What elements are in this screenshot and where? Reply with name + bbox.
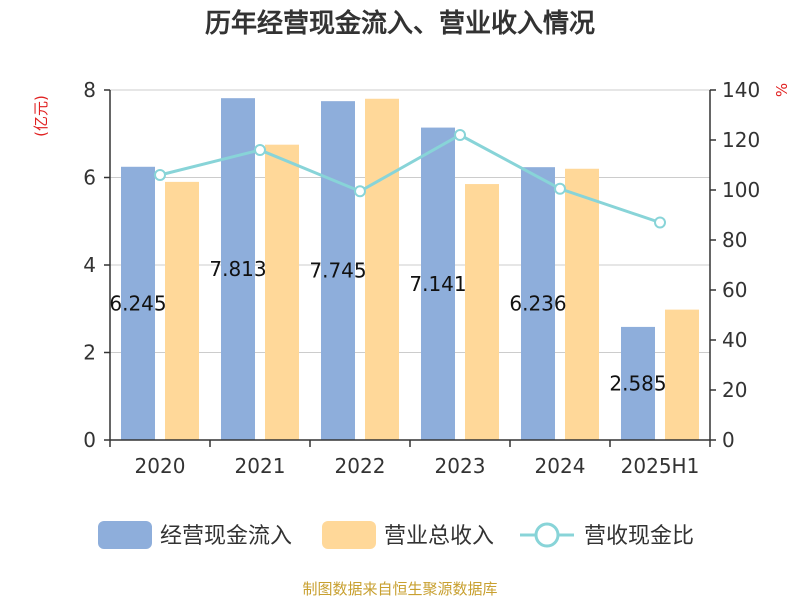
legend-label-ratio: 营收现金比: [584, 524, 694, 549]
legend-label-cash-inflow: 经营现金流入: [160, 524, 292, 549]
left-tick-label: 6: [83, 166, 96, 190]
x-tick-label: 2025H1: [621, 454, 700, 478]
label-layer: 6.245 7.813 7.745 7.141 6.236 2.585: [109, 257, 666, 395]
data-label-cash-inflow: 7.745: [309, 259, 366, 283]
line-ratio: [159, 133, 661, 224]
point-ratio: [554, 182, 566, 195]
bar-cash-inflow: [621, 326, 655, 440]
legend-marker-ratio: [534, 522, 560, 548]
right-tick-label: 20: [722, 378, 747, 402]
x-tick-label: 2022: [335, 454, 386, 478]
right-tick-label: 0: [722, 428, 735, 452]
data-source: 制图数据来自恒生聚源数据库: [302, 580, 497, 598]
right-tick-label: 140: [722, 78, 760, 102]
right-tick-label: 40: [722, 328, 747, 352]
point-ratio: [254, 144, 266, 156]
x-tick-label: 2024: [535, 454, 586, 478]
data-label-cash-inflow: 6.245: [109, 291, 166, 315]
left-tick-label: 0: [83, 428, 96, 452]
left-axis-unit: (亿元): [32, 95, 50, 137]
data-label-cash-inflow: 2.585: [609, 371, 666, 395]
bar-revenue: [565, 168, 599, 440]
bar-revenue: [265, 144, 299, 440]
right-tick-label: 120: [722, 128, 760, 152]
right-tick-label: 80: [722, 228, 747, 252]
x-tick-label: 2021: [235, 454, 286, 478]
bar-cash-inflow: [321, 101, 355, 440]
point-ratio: [454, 129, 466, 141]
point-ratio: [654, 216, 666, 229]
x-tick-label: 2023: [435, 454, 486, 478]
line-layer: [154, 129, 666, 229]
grid-layer: [110, 89, 710, 353]
legend-swatch-revenue: [322, 521, 376, 549]
legend-swatch-cash-inflow: [98, 521, 152, 549]
chart-title: 历年经营现金流入、营业收入情况: [205, 8, 595, 39]
bar-cash-inflow: [121, 166, 155, 440]
data-label-cash-inflow: 7.813: [209, 257, 266, 281]
bar-revenue: [665, 309, 699, 440]
data-label-cash-inflow: 7.141: [409, 272, 466, 296]
right-tick-label: 100: [722, 178, 760, 202]
bar-cash-inflow: [421, 127, 455, 441]
right-axis-unit: %: [773, 83, 791, 97]
legend-label-revenue: 营业总收入: [384, 524, 494, 549]
legend: 经营现金流入 营业总收入 营收现金比: [98, 521, 694, 549]
bar-cash-inflow: [521, 167, 555, 441]
bar-revenue: [465, 184, 499, 440]
point-ratio: [154, 169, 166, 181]
left-tick-label: 8: [83, 78, 96, 102]
bar-revenue: [365, 98, 399, 440]
left-tick-label: 2: [83, 341, 96, 365]
left-tick-label: 4: [83, 253, 96, 277]
point-ratio: [354, 185, 366, 198]
x-tick-label: 2020: [135, 454, 186, 478]
bar-revenue: [165, 181, 199, 440]
right-tick-label: 60: [722, 278, 747, 302]
data-label-cash-inflow: 6.236: [509, 292, 566, 316]
